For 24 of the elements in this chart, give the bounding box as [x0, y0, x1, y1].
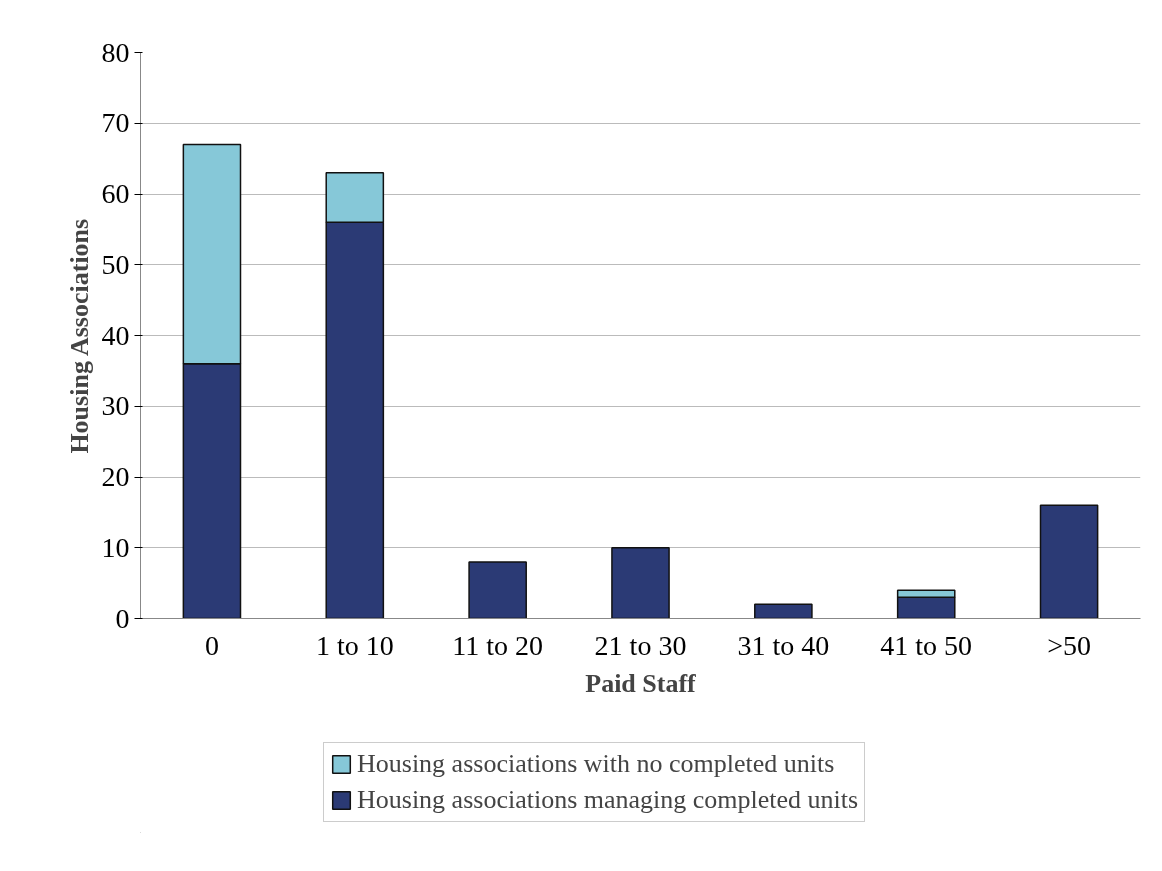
y-tick-label: 10	[101, 531, 130, 563]
y-tick-label: 80	[101, 36, 130, 68]
bar	[1039, 504, 1099, 619]
legend-label: Housing associations with no completed units	[357, 749, 835, 779]
y-axis-title: Housing Associations	[64, 218, 94, 454]
y-tick-label: 60	[101, 178, 130, 209]
y-tick-label: 40	[101, 319, 130, 351]
x-axis-title: Paid Staff	[585, 668, 697, 698]
y-tick-label: 20	[101, 461, 130, 492]
x-tick-label: 1 to 10	[315, 629, 394, 661]
bar	[468, 561, 527, 619]
x-tick-label: 11 to 20	[452, 629, 544, 661]
y-tick-label: 0	[115, 602, 130, 634]
x-tick-label: >50	[1047, 629, 1091, 661]
x-tick-label: 21 to 30	[594, 629, 687, 661]
bar	[754, 603, 813, 619]
y-tick-label: 30	[101, 390, 130, 422]
x-tick-label: 0	[204, 629, 219, 661]
y-tick-label: 50	[101, 248, 130, 280]
x-tick-label: 31 to 40	[737, 629, 830, 661]
bar	[611, 547, 670, 619]
y-tick-label: 70	[101, 107, 130, 139]
x-tick-label: 41 to 50	[880, 629, 973, 661]
legend-label: Housing associations managing completed units	[357, 785, 859, 815]
